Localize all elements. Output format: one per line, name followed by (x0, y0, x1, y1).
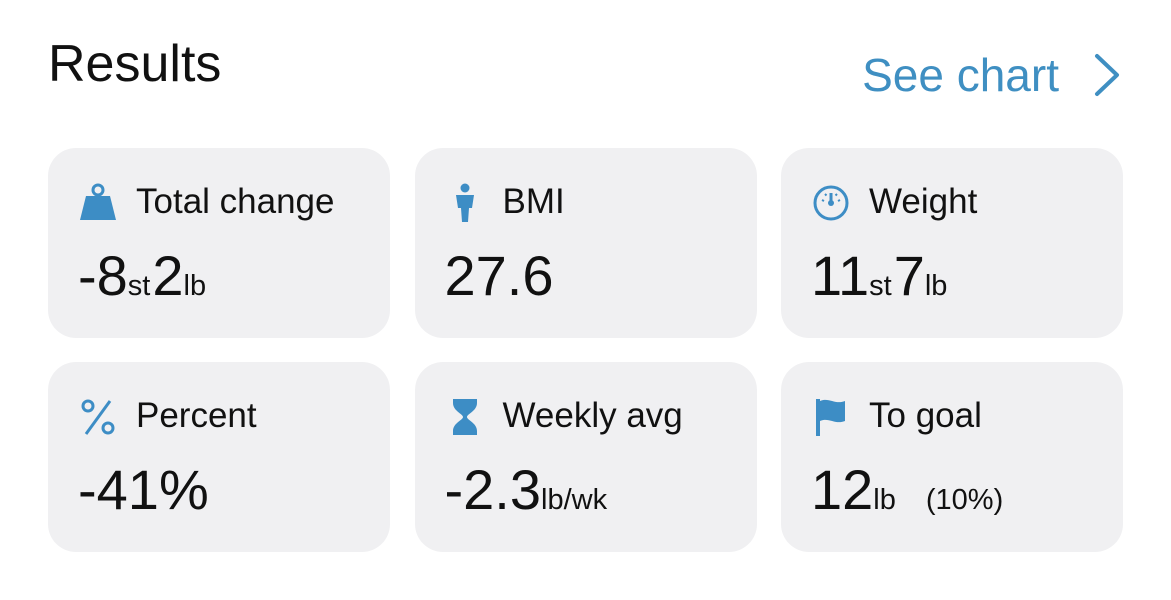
value-number: -8 (78, 244, 128, 307)
card-value: 27.6 (445, 244, 554, 323)
card-value: -41% (78, 458, 209, 537)
value-number: -2.3 (444, 458, 542, 521)
value-unit: lb (924, 270, 948, 302)
value-number: 2 (152, 244, 184, 307)
value-unit: st (127, 270, 151, 302)
value-number: 12 (811, 458, 874, 521)
card-icon (813, 185, 849, 221)
value-unit: lb (183, 270, 207, 302)
value-note: (10%) (925, 484, 1004, 516)
stat-card: Percent -41% (48, 362, 390, 552)
value-number: 7 (893, 244, 925, 307)
stat-card: Total change -8st2lb (48, 148, 390, 338)
card-value: 11st7lb (811, 244, 949, 323)
card-icon (452, 399, 477, 435)
stat-card: Weekly avg -2.3lb/wk (414, 362, 757, 552)
card-value: -8st2lb (78, 244, 208, 323)
value-unit: lb (873, 484, 896, 516)
value-unit: lb/wk (541, 484, 608, 516)
value-number: 11 (811, 244, 870, 307)
card-label: Weekly avg (502, 396, 683, 435)
stat-card: BMI 27.6 (414, 148, 757, 338)
chevron[interactable] (1092, 52, 1122, 98)
value-unit: st (869, 270, 892, 302)
value-number: 27.6 (444, 244, 554, 307)
value-number: -41% (78, 458, 209, 521)
card-icon (816, 399, 845, 436)
stat-card: To goal 12lb (10%) (781, 362, 1123, 552)
card-value: 12lb (10%) (811, 458, 1003, 537)
card-label: Percent (136, 396, 257, 435)
card-value: -2.3lb/wk (445, 458, 610, 537)
stat-card: Weight 11st7lb (781, 148, 1123, 338)
title: Results (48, 35, 222, 93)
card-label: BMI (502, 182, 565, 221)
see-chart-link[interactable]: See chart (862, 49, 1059, 101)
card-icon (81, 399, 115, 435)
card-icon (455, 183, 474, 222)
card-label: To goal (869, 396, 982, 435)
card-icon (80, 183, 116, 220)
card-label: Weight (869, 182, 978, 221)
card-label: Total change (136, 182, 335, 221)
